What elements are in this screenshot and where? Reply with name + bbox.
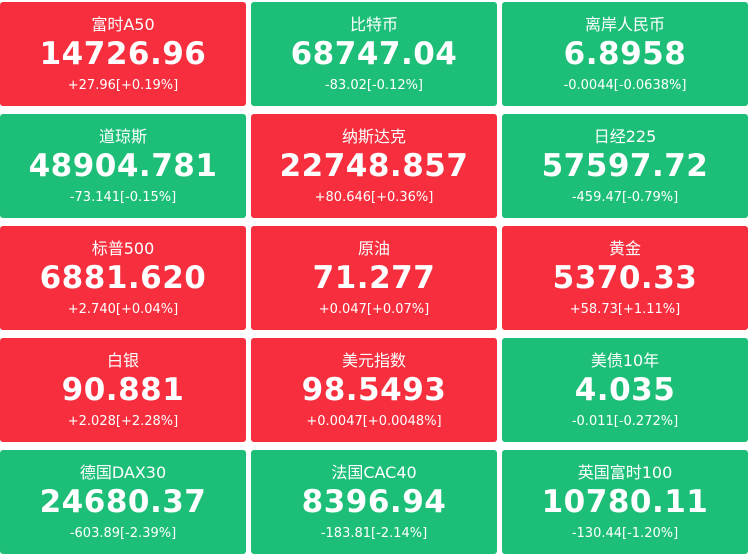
quote-name: 道琼斯	[98, 127, 147, 146]
quote-tile[interactable]: 比特币 68747.04 -83.02[-0.12%]	[251, 2, 497, 106]
quote-change: +0.0047[+0.0048%]	[306, 414, 442, 429]
quote-tile[interactable]: 德国DAX30 24680.37 -603.89[-2.39%]	[0, 450, 246, 554]
quote-change: -183.81[-2.14%]	[320, 526, 428, 541]
quote-price: 6881.620	[39, 260, 207, 296]
quote-change: +2.740[+0.04%]	[67, 302, 179, 317]
quote-name: 富时A50	[91, 15, 155, 34]
quote-price: 68747.04	[290, 36, 458, 72]
quote-change: -130.44[-1.20%]	[571, 526, 679, 541]
quote-change: -73.141[-0.15%]	[69, 190, 177, 205]
quote-change: -603.89[-2.39%]	[69, 526, 177, 541]
quote-name: 原油	[357, 239, 390, 258]
quote-change: +80.646[+0.36%]	[314, 190, 434, 205]
quote-tile[interactable]: 日经225 57597.72 -459.47[-0.79%]	[502, 114, 748, 218]
quote-price: 48904.781	[28, 148, 218, 184]
quote-change: -0.011[-0.272%]	[571, 414, 679, 429]
quote-tile[interactable]: 法国CAC40 8396.94 -183.81[-2.14%]	[251, 450, 497, 554]
quote-tile[interactable]: 美元指数 98.5493 +0.0047[+0.0048%]	[251, 338, 497, 442]
quote-tile[interactable]: 标普500 6881.620 +2.740[+0.04%]	[0, 226, 246, 330]
quote-change: +58.73[+1.11%]	[569, 302, 681, 317]
quote-name: 德国DAX30	[79, 463, 167, 482]
quote-change: +0.047[+0.07%]	[318, 302, 430, 317]
quote-tile[interactable]: 黄金 5370.33 +58.73[+1.11%]	[502, 226, 748, 330]
quote-name: 标普500	[91, 239, 155, 258]
quote-name: 英国富时100	[577, 463, 673, 482]
quote-tile[interactable]: 纳斯达克 22748.857 +80.646[+0.36%]	[251, 114, 497, 218]
quote-price: 4.035	[574, 372, 676, 408]
quote-name: 黄金	[608, 239, 641, 258]
quote-price: 22748.857	[279, 148, 469, 184]
quote-name: 美元指数	[341, 351, 406, 370]
quote-name: 日经225	[593, 127, 657, 146]
quote-tile[interactable]: 富时A50 14726.96 +27.96[+0.19%]	[0, 2, 246, 106]
quote-price: 24680.37	[39, 484, 207, 520]
quote-change: +27.96[+0.19%]	[67, 78, 179, 93]
quote-price: 71.277	[312, 260, 436, 296]
quote-change: +2.028[+2.28%]	[67, 414, 179, 429]
quote-name: 离岸人民币	[584, 15, 665, 34]
quote-price: 98.5493	[301, 372, 447, 408]
quote-change: -459.47[-0.79%]	[571, 190, 679, 205]
quote-tile[interactable]: 原油 71.277 +0.047[+0.07%]	[251, 226, 497, 330]
quote-tile[interactable]: 美债10年 4.035 -0.011[-0.272%]	[502, 338, 748, 442]
quote-price: 6.8958	[563, 36, 687, 72]
quote-price: 14726.96	[39, 36, 207, 72]
quote-tile[interactable]: 白银 90.881 +2.028[+2.28%]	[0, 338, 246, 442]
quote-name: 比特币	[349, 15, 398, 34]
quote-tile[interactable]: 英国富时100 10780.11 -130.44[-1.20%]	[502, 450, 748, 554]
quote-name: 纳斯达克	[341, 127, 406, 146]
quote-price: 5370.33	[552, 260, 698, 296]
quote-price: 10780.11	[541, 484, 709, 520]
quote-change: -83.02[-0.12%]	[324, 78, 424, 93]
quote-price: 90.881	[61, 372, 185, 408]
quote-tile[interactable]: 离岸人民币 6.8958 -0.0044[-0.0638%]	[502, 2, 748, 106]
quote-price: 57597.72	[541, 148, 709, 184]
quote-change: -0.0044[-0.0638%]	[563, 78, 687, 93]
quote-name: 白银	[106, 351, 139, 370]
quote-price: 8396.94	[301, 484, 447, 520]
quote-tile[interactable]: 道琼斯 48904.781 -73.141[-0.15%]	[0, 114, 246, 218]
quote-name: 美债10年	[590, 351, 660, 370]
quote-name: 法国CAC40	[331, 463, 417, 482]
